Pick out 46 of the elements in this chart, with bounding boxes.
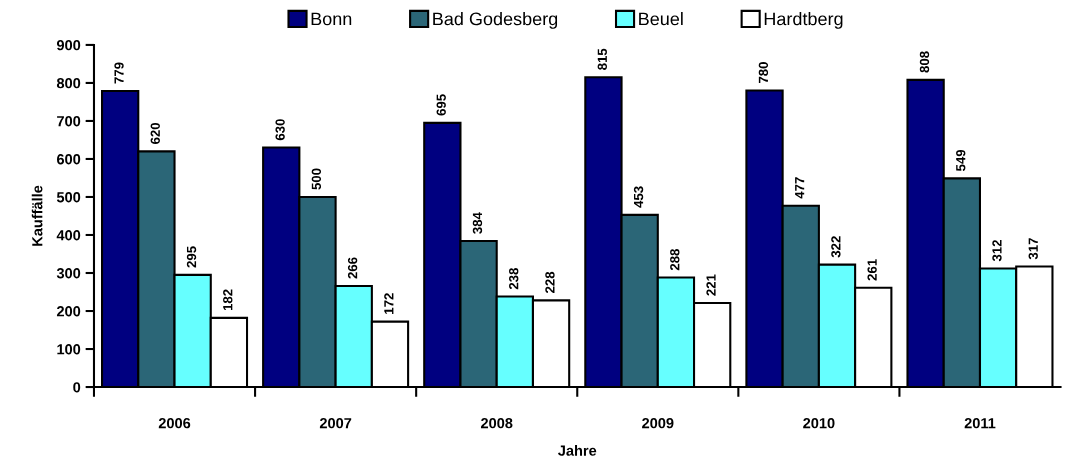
data-label: 620 bbox=[150, 122, 160, 144]
data-label: 549 bbox=[956, 149, 966, 171]
legend-label: Bad Godesberg bbox=[433, 12, 558, 29]
data-label: 182 bbox=[223, 289, 233, 311]
legend-label: Hardtberg bbox=[764, 12, 843, 29]
x-axis-title: Jahre bbox=[558, 445, 597, 456]
legend-label: Bonn bbox=[311, 12, 352, 26]
data-label: 695 bbox=[436, 94, 446, 116]
y-tick-label: 900 bbox=[56, 40, 81, 51]
data-label: 779 bbox=[114, 62, 124, 84]
x-tick-label: 2007 bbox=[319, 417, 352, 429]
data-label: 221 bbox=[706, 274, 716, 296]
data-label: 266 bbox=[347, 257, 358, 279]
data-label: 780 bbox=[758, 62, 769, 84]
data-label: 808 bbox=[919, 51, 930, 73]
y-tick-label: 200 bbox=[56, 306, 81, 317]
y-tick-label: 700 bbox=[57, 116, 81, 127]
data-label: 384 bbox=[472, 212, 483, 234]
y-tick-label: 500 bbox=[56, 192, 81, 203]
data-label: 238 bbox=[509, 268, 519, 290]
data-label: 288 bbox=[670, 249, 680, 271]
y-tick-label: 0 bbox=[73, 382, 81, 393]
data-label: 172 bbox=[384, 293, 394, 314]
y-tick-label: 400 bbox=[56, 230, 81, 241]
y-tick-label: 100 bbox=[57, 344, 81, 355]
data-label: 322 bbox=[831, 236, 841, 258]
x-tick-label: 2008 bbox=[481, 417, 513, 429]
legend-label: Beuel bbox=[639, 12, 683, 26]
data-label: 261 bbox=[867, 259, 877, 281]
y-tick-label: 800 bbox=[56, 78, 81, 89]
x-tick-label: 2011 bbox=[964, 417, 996, 429]
data-label: 295 bbox=[186, 246, 197, 268]
data-label: 312 bbox=[992, 240, 1002, 262]
y-tick-label: 300 bbox=[56, 268, 81, 279]
data-label: 630 bbox=[275, 119, 285, 141]
data-label: 317 bbox=[1028, 238, 1038, 260]
data-label: 815 bbox=[597, 48, 607, 70]
y-axis-title: Kauffälle bbox=[31, 185, 43, 246]
x-tick-label: 2009 bbox=[642, 417, 674, 429]
x-tick-label: 2010 bbox=[803, 417, 835, 429]
data-label: 453 bbox=[633, 186, 644, 208]
x-tick-label: 2006 bbox=[158, 417, 191, 429]
data-label: 500 bbox=[311, 168, 322, 190]
data-label: 477 bbox=[795, 177, 805, 199]
y-tick-label: 600 bbox=[56, 154, 81, 165]
data-label: 228 bbox=[545, 271, 555, 293]
